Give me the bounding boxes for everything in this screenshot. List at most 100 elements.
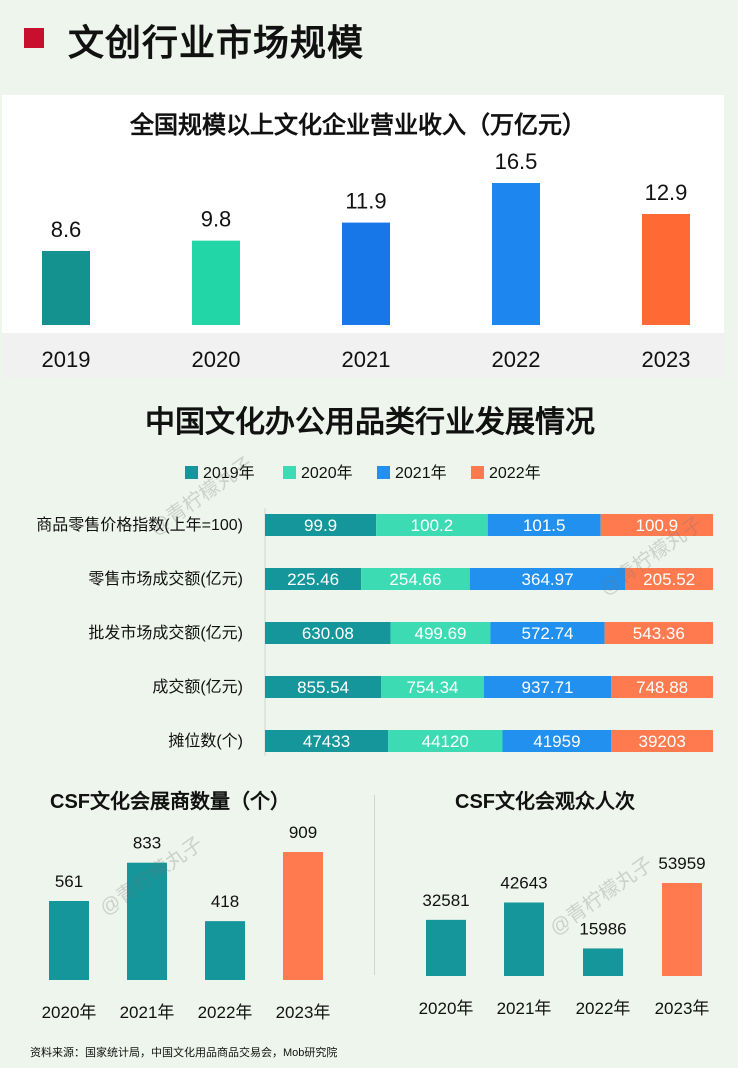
- segment-label: 855.54: [297, 678, 349, 697]
- bar: [283, 852, 323, 980]
- bar: [127, 862, 167, 980]
- x-tick-label: 2022: [492, 347, 541, 372]
- segment-label: 499.69: [415, 624, 467, 643]
- segment-label: 100.2: [411, 516, 454, 535]
- data-label: 12.9: [645, 180, 688, 205]
- x-tick-label: 2022年: [576, 999, 631, 1018]
- data-label: 9.8: [201, 207, 232, 232]
- legend-swatch: [283, 466, 296, 479]
- segment-label: 748.88: [636, 678, 688, 697]
- x-tick-label: 2021: [342, 347, 391, 372]
- data-label: 8.6: [51, 217, 82, 242]
- segment-label: 364.97: [522, 570, 574, 589]
- segment-label: 101.5: [523, 516, 566, 535]
- chart-title: 中国文化办公用品类行业发展情况: [145, 405, 595, 439]
- title-marker-square: [24, 28, 44, 48]
- legend-label: 2019年: [203, 464, 255, 482]
- page-header: 文创行业市场规模: [0, 0, 738, 82]
- x-tick-label: 2021年: [120, 1003, 175, 1022]
- segment-label: 99.9: [304, 516, 337, 535]
- data-label: 53959: [658, 854, 705, 873]
- data-label: 561: [55, 872, 83, 891]
- legend-label: 2021年: [395, 464, 447, 482]
- segment-label: 225.46: [287, 570, 339, 589]
- segment-label: 47433: [303, 732, 350, 751]
- legend-swatch: [377, 466, 390, 479]
- bar: [205, 921, 245, 980]
- bar-segment: [490, 622, 605, 644]
- bar-segment: [600, 514, 713, 536]
- bar-segment: [376, 514, 488, 536]
- segment-label: 572.74: [521, 624, 573, 643]
- x-tick-label: 2023年: [655, 999, 710, 1018]
- bar-segment: [390, 622, 491, 644]
- bar: [504, 902, 544, 976]
- bar: [426, 919, 466, 976]
- data-label: 11.9: [345, 189, 386, 214]
- data-label: 32581: [422, 891, 469, 910]
- x-tick-label: 2020: [192, 347, 241, 372]
- data-label: 15986: [579, 919, 626, 938]
- bar: [42, 250, 90, 325]
- legend-swatch: [471, 466, 484, 479]
- source-footnote: 资料来源：国家统计局，中国文化用品商品交易会，Mob研究院: [30, 1047, 338, 1059]
- bar-segment: [487, 514, 601, 536]
- bar: [342, 222, 390, 325]
- segment-label: 41959: [533, 732, 580, 751]
- segment-label: 754.34: [407, 678, 459, 697]
- bar-segment: [388, 730, 503, 752]
- segment-label: 937.71: [522, 678, 574, 697]
- segment-label: 39203: [639, 732, 686, 751]
- x-tick-label: 2021年: [497, 999, 552, 1018]
- data-label: 418: [211, 892, 239, 911]
- bar-segment: [265, 730, 389, 752]
- bar-segment: [361, 568, 470, 590]
- bar: [192, 240, 240, 325]
- segment-label: 630.08: [302, 624, 354, 643]
- small-chart-svg: CSF文化会展商数量（个） 561 2020年 833 2021年 418 2022年 909…: [42, 789, 331, 1022]
- legend-label: 2020年: [301, 464, 353, 482]
- chart-title: CSF文化会展商数量（个）: [50, 789, 290, 813]
- visitors-chart: CSF文化会观众人次 32581 2020年 42643 2021年 15986 2022年…: [378, 778, 738, 1033]
- data-label: 42643: [500, 874, 547, 893]
- y-category-label: 商品零售价格指数(上年=100): [36, 516, 243, 534]
- segment-label: 205.52: [643, 570, 695, 589]
- segment-label: 44120: [422, 732, 469, 751]
- x-tick-label: 2023年: [276, 1003, 331, 1022]
- bar-segment: [265, 622, 391, 644]
- y-category-label: 摊位数(个): [168, 732, 243, 750]
- bar: [49, 901, 89, 980]
- bar-segment: [265, 676, 382, 698]
- x-tick-label: 2023: [642, 347, 691, 372]
- bar-segment: [265, 514, 377, 536]
- small-chart-svg: CSF文化会观众人次 32581 2020年 42643 2021年 15986 2022年…: [419, 789, 710, 1018]
- segment-label: 254.66: [389, 570, 441, 589]
- x-tick-label: 2020年: [42, 1003, 97, 1022]
- bar: [642, 213, 690, 325]
- chart-title: CSF文化会观众人次: [455, 789, 635, 813]
- data-label: 16.5: [495, 149, 538, 174]
- bar-segment: [483, 676, 612, 698]
- page-title: 文创行业市场规模: [68, 22, 365, 63]
- bar-segment: [625, 568, 713, 590]
- exhibitors-chart: CSF文化会展商数量（个） 561 2020年 833 2021年 418 2022年 909…: [0, 778, 372, 1033]
- x-tick-label: 2020年: [419, 999, 474, 1018]
- legend-swatch: [185, 466, 198, 479]
- x-tick-label: 2019: [42, 347, 91, 372]
- bar-segment: [265, 568, 362, 590]
- bar: [583, 948, 623, 976]
- bar: [662, 883, 702, 976]
- bar-segment: [381, 676, 484, 698]
- bar: [492, 183, 540, 325]
- chart-title: 全国规模以上文化企业营业收入（万亿元）: [129, 111, 586, 139]
- y-category-label: 批发市场成交额(亿元): [88, 624, 243, 642]
- data-label: 833: [133, 834, 161, 853]
- bar-segment: [604, 622, 713, 644]
- y-category-label: 零售市场成交额(亿元): [88, 570, 243, 588]
- bar-segment: [611, 730, 713, 752]
- y-category-label: 成交额(亿元): [152, 678, 243, 696]
- bar-segment: [469, 568, 626, 590]
- segment-label: 100.9: [636, 516, 679, 535]
- bar-segment: [611, 676, 713, 698]
- revenue-chart: 全国规模以上文化企业营业收入（万亿元） 8.6 2019 9.8 2020 11.9 202…: [2, 95, 724, 378]
